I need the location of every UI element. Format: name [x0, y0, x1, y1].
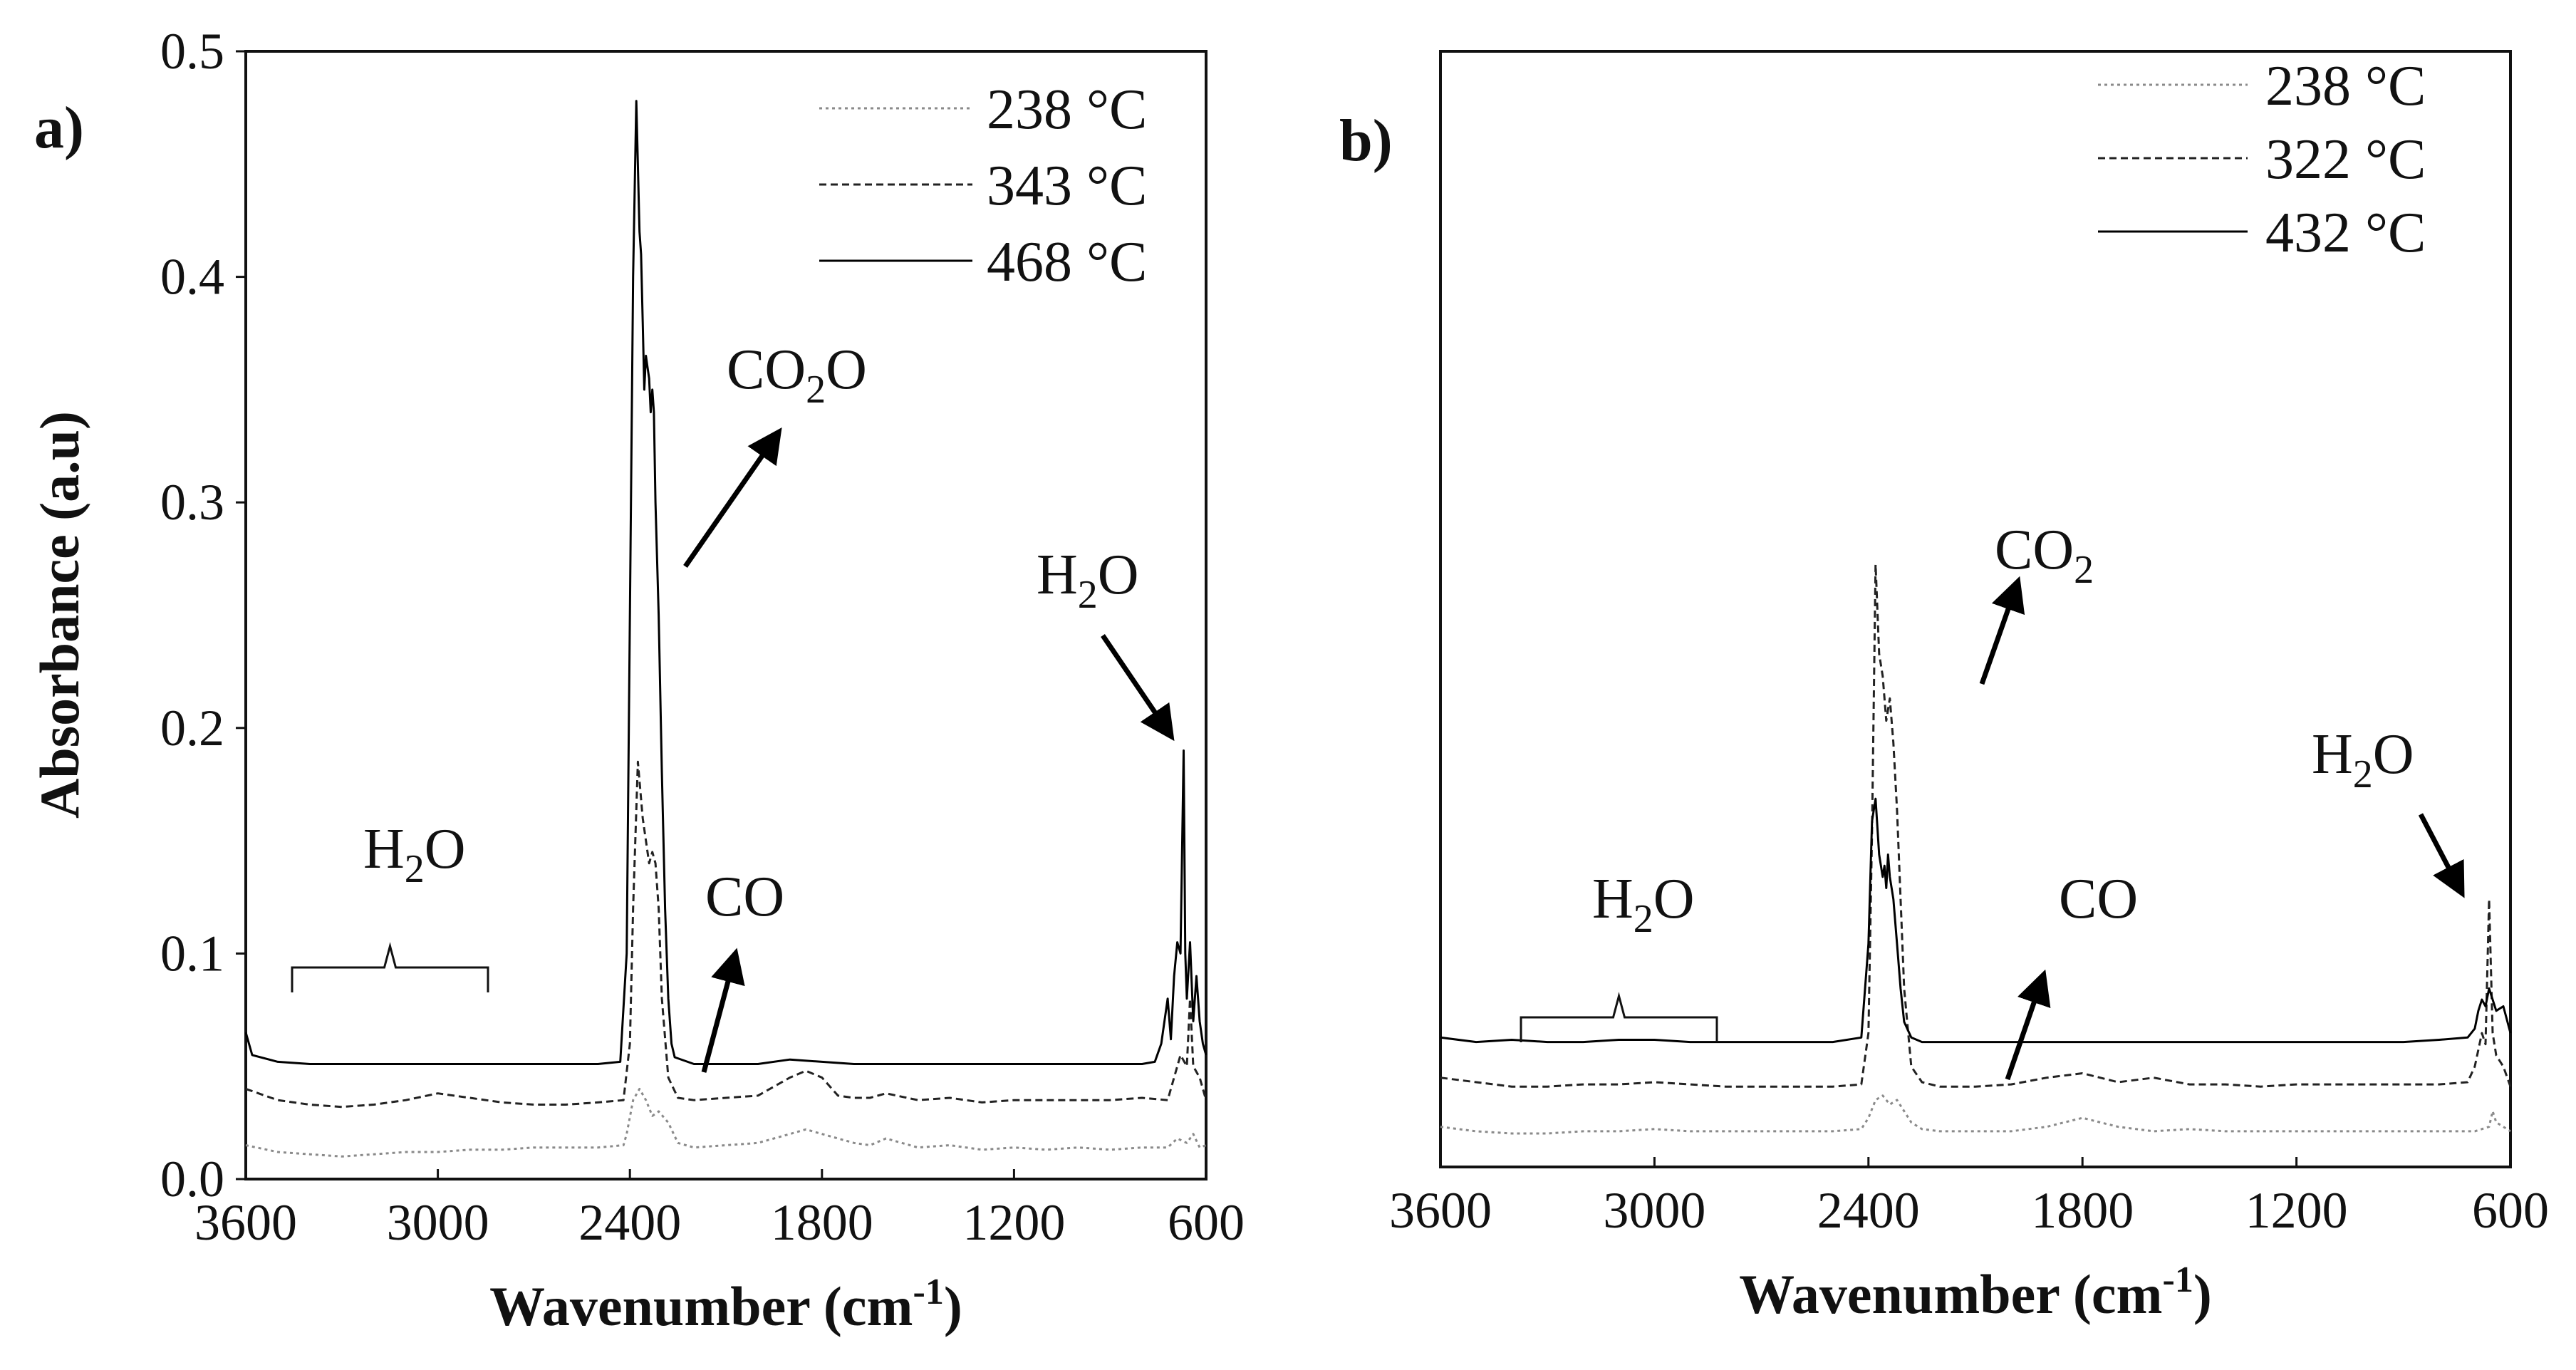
x-tick-label: 3600	[1389, 1182, 1492, 1239]
y-tick-label: 0.5	[160, 23, 224, 80]
x-tick-label: 3000	[1603, 1182, 1705, 1239]
series-line-dotted	[1440, 1094, 2511, 1135]
peak-annotation: CO2	[1995, 519, 2094, 592]
x-tick-label: 1800	[2031, 1182, 2134, 1239]
legend-entry: 468 °C	[987, 231, 1147, 294]
legend-entry: 238 °C	[987, 78, 1147, 141]
x-tick-label: 3000	[387, 1194, 489, 1251]
legend-entry: 432 °C	[2265, 202, 2426, 264]
x-tick-label: 1800	[771, 1194, 873, 1251]
legend-entry: 343 °C	[987, 155, 1147, 217]
series-line-dotted	[245, 1087, 1207, 1158]
x-tick-label: 600	[2472, 1182, 2549, 1239]
series-line-dashed	[245, 760, 1208, 1109]
series-line-dashed	[1440, 563, 2512, 1088]
y-tick-label: 0.2	[160, 700, 224, 757]
y-tick-label: 0.4	[160, 249, 224, 306]
y-tick-label: 0.3	[160, 474, 224, 531]
legend-entry: 238 °C	[2265, 55, 2426, 118]
y-tick-label: 0.0	[160, 1151, 224, 1208]
annotation-arrow	[1979, 576, 2025, 685]
y-tick-label: 0.1	[160, 925, 224, 982]
annotation-arrow	[1101, 634, 1175, 742]
x-tick-label: 3600	[194, 1194, 297, 1251]
x-tick-label: 1200	[962, 1194, 1065, 1251]
peak-annotation: CO2O	[727, 338, 867, 412]
series-line-solid	[1440, 797, 2512, 1044]
x-tick-label: 2400	[1817, 1182, 1920, 1239]
y-axis-title: Absorbance (a.u)	[28, 411, 90, 819]
legend-entry: 322 °C	[2265, 128, 2426, 191]
annotation-arrow	[2005, 969, 2051, 1081]
annotation-arrow	[2418, 813, 2465, 898]
x-tick-label: 2400	[578, 1194, 681, 1251]
x-axis-title: Wavenumber (cm-1)	[489, 1272, 962, 1337]
plot-frame	[244, 50, 1208, 1180]
water-band-bracket	[1520, 992, 1718, 1042]
x-axis-title: Wavenumber (cm-1)	[1739, 1260, 2212, 1325]
panel-b-chart: 3600 3000 2400 1800 1200 600 238 °C 322 °C 432 °…	[1339, 50, 2549, 1325]
peak-annotation: CO	[705, 866, 784, 928]
peak-annotation: H2O	[1037, 544, 1139, 617]
plot-frame	[1439, 50, 2512, 1168]
peak-annotation: H2O	[2312, 723, 2414, 796]
panel-label: b)	[1339, 108, 1393, 174]
annotation-arrow	[683, 427, 782, 568]
peak-annotation: H2O	[363, 818, 466, 891]
panel-a-chart: 3600 3000 2400 1800 1200 600 0.0 0.1 0.2 0.3 0.4 0.…	[28, 23, 1245, 1337]
series-line-solid	[244, 100, 1208, 1065]
panel-label: a)	[34, 95, 84, 161]
x-tick-label: 1200	[2245, 1182, 2348, 1239]
x-tick-label: 600	[1168, 1194, 1245, 1251]
annotation-arrow	[701, 948, 745, 1073]
peak-annotation: H2O	[1592, 868, 1695, 941]
peak-annotation: CO	[2059, 868, 2138, 930]
water-band-bracket	[291, 942, 489, 992]
